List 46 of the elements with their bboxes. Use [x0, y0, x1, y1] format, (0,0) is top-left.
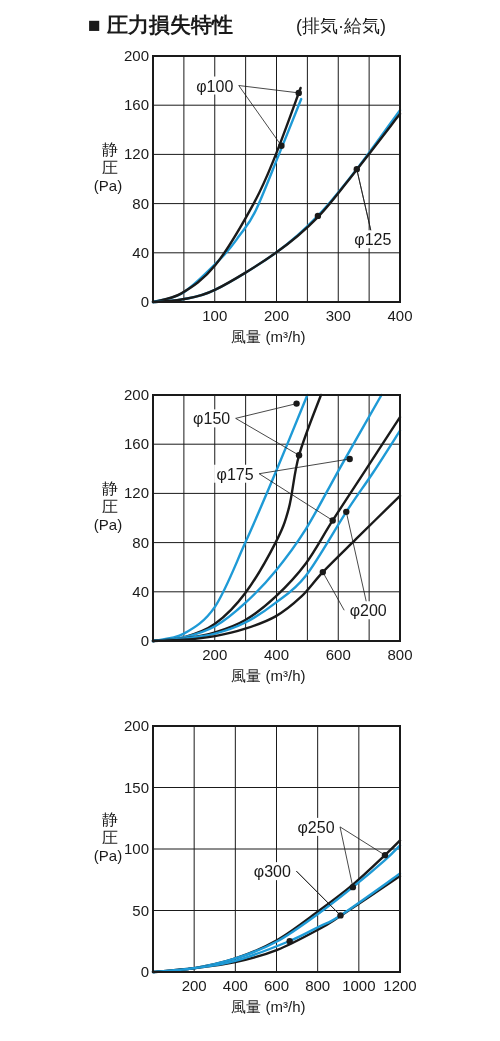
x-tick-label: 400 — [222, 977, 248, 994]
x-tick-label: 800 — [387, 646, 413, 663]
y-tick-label: 200 — [123, 386, 149, 403]
chart-subtitle: (排気·給気) — [296, 16, 386, 36]
y-tick-label: 0 — [140, 632, 149, 649]
x-tick-label: 400 — [263, 646, 290, 663]
y-tick-label: 150 — [123, 778, 149, 796]
y-axis-title: 静圧 (Pa) — [93, 141, 123, 194]
y-tick-label: 120 — [123, 145, 149, 163]
x-tick-label: 800 — [305, 977, 331, 994]
x-tick-label: 400 — [387, 307, 413, 324]
annotation: φ150 — [193, 410, 231, 428]
annotation: φ100 — [196, 77, 234, 95]
y-tick-label: 120 — [123, 484, 149, 502]
y-tick-label: 200 — [123, 47, 149, 64]
x-tick-label: 200 — [202, 646, 228, 663]
y-tick-label: 40 — [132, 582, 149, 600]
y-tick-label: 160 — [123, 96, 149, 114]
y-tick-label: 80 — [132, 194, 149, 212]
y-tick-label: 160 — [123, 435, 149, 453]
y-tick-label: 0 — [140, 963, 149, 980]
x-axis-title: 風量 (m³/h) — [231, 328, 306, 345]
y-tick-label: 40 — [132, 243, 149, 261]
annotation: φ250 — [297, 818, 335, 836]
x-tick-label: 100 — [202, 307, 228, 324]
annotation: φ300 — [253, 863, 292, 881]
x-tick-label: 600 — [325, 646, 351, 663]
y-tick-label: 50 — [132, 901, 149, 919]
x-axis-title: 風量 (m³/h) — [231, 998, 306, 1015]
annotation: φ200 — [349, 602, 387, 620]
annotation: φ125 — [354, 231, 392, 249]
x-axis-title: 風量 (m³/h) — [231, 667, 306, 684]
x-tick-label: 200 — [263, 307, 290, 324]
x-tick-label: 600 — [263, 977, 290, 994]
y-tick-label: 200 — [123, 717, 149, 734]
y-tick-label: 100 — [123, 840, 149, 857]
x-tick-label: 1200 — [383, 977, 417, 994]
x-tick-label: 300 — [325, 307, 351, 324]
y-axis-title: 静圧 (Pa) — [93, 480, 123, 533]
y-axis-title: 静圧 (Pa) — [93, 811, 123, 864]
x-tick-label: 1000 — [342, 977, 376, 994]
x-tick-label: 200 — [181, 977, 207, 994]
annotation: φ175 — [216, 465, 254, 483]
y-tick-label: 0 — [140, 293, 149, 310]
y-tick-label: 80 — [132, 533, 149, 551]
chart-title: ■ 圧力損失特性 — [88, 13, 233, 36]
